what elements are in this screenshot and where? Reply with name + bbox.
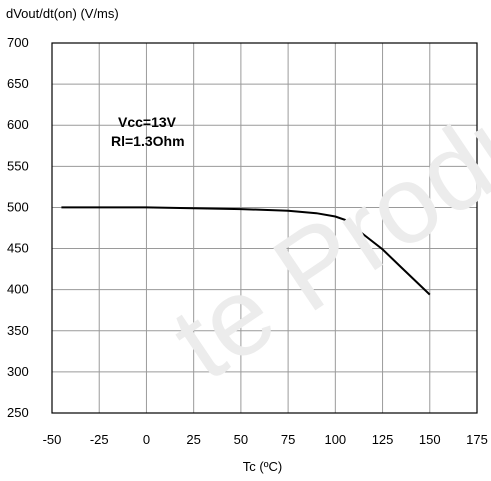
x-tick-label: -50 [43, 432, 62, 447]
x-tick-label: -25 [90, 432, 109, 447]
x-tick-label: 175 [466, 432, 488, 447]
x-tick-label: 100 [324, 432, 346, 447]
x-axis-label: Tc (ºC) [242, 459, 283, 474]
x-tick-label: 125 [372, 432, 394, 447]
y-tick-label: 400 [7, 282, 29, 297]
x-tick-label: 25 [186, 432, 200, 447]
series-line [61, 206, 431, 296]
annotation-rl: Rl=1.3Ohm [111, 133, 185, 149]
y-tick-label: 300 [7, 364, 29, 379]
y-tick-label: 650 [7, 76, 29, 91]
y-axis-label: dVout/dt(on) (V/ms) [6, 6, 119, 21]
y-tick-label: 250 [7, 405, 29, 420]
y-tick-label: 450 [7, 241, 29, 256]
y-tick-label: 350 [7, 323, 29, 338]
x-axis-label-wrap: Tc (ºC) [0, 459, 491, 474]
y-tick-label: 600 [7, 117, 29, 132]
x-tick-label: 150 [419, 432, 441, 447]
plot-frame [51, 42, 478, 414]
y-tick-label: 500 [7, 199, 29, 214]
y-tick-label: 700 [7, 35, 29, 50]
annotation-vcc: Vcc=13V [118, 114, 176, 130]
x-tick-label: 0 [143, 432, 150, 447]
y-tick-label: 550 [7, 158, 29, 173]
x-tick-label: 75 [281, 432, 295, 447]
x-tick-label: 50 [234, 432, 248, 447]
